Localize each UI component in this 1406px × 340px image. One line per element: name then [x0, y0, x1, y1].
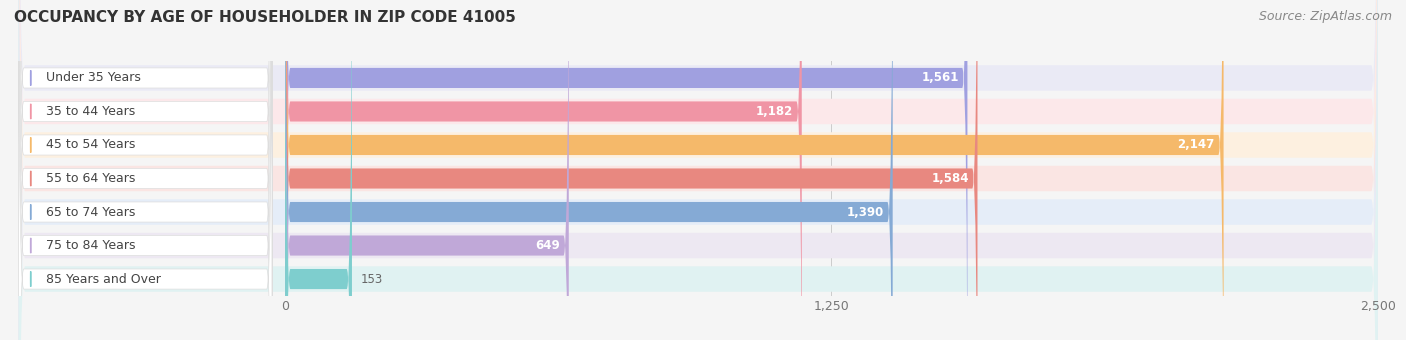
Text: 55 to 64 Years: 55 to 64 Years: [46, 172, 135, 185]
Text: 1,182: 1,182: [756, 105, 793, 118]
FancyBboxPatch shape: [18, 0, 271, 340]
Text: 1,584: 1,584: [931, 172, 969, 185]
FancyBboxPatch shape: [18, 0, 1378, 340]
FancyBboxPatch shape: [18, 0, 1378, 340]
FancyBboxPatch shape: [285, 0, 967, 340]
FancyBboxPatch shape: [18, 0, 1378, 340]
FancyBboxPatch shape: [18, 0, 1378, 340]
Text: 65 to 74 Years: 65 to 74 Years: [46, 205, 135, 219]
Text: 75 to 84 Years: 75 to 84 Years: [46, 239, 135, 252]
FancyBboxPatch shape: [285, 0, 801, 340]
FancyBboxPatch shape: [18, 0, 1378, 340]
FancyBboxPatch shape: [18, 0, 271, 340]
Text: 649: 649: [536, 239, 560, 252]
FancyBboxPatch shape: [18, 0, 271, 340]
FancyBboxPatch shape: [285, 0, 1223, 340]
FancyBboxPatch shape: [18, 0, 271, 340]
FancyBboxPatch shape: [285, 0, 352, 340]
FancyBboxPatch shape: [285, 0, 569, 340]
Text: 1,561: 1,561: [921, 71, 959, 84]
Text: 153: 153: [361, 273, 382, 286]
FancyBboxPatch shape: [285, 0, 893, 340]
Text: 85 Years and Over: 85 Years and Over: [46, 273, 160, 286]
Text: 1,390: 1,390: [846, 205, 884, 219]
FancyBboxPatch shape: [18, 0, 1378, 340]
FancyBboxPatch shape: [18, 0, 1378, 340]
Text: 2,147: 2,147: [1178, 138, 1215, 152]
Text: 35 to 44 Years: 35 to 44 Years: [46, 105, 135, 118]
FancyBboxPatch shape: [18, 0, 271, 340]
FancyBboxPatch shape: [18, 0, 271, 340]
FancyBboxPatch shape: [285, 0, 977, 340]
Text: 45 to 54 Years: 45 to 54 Years: [46, 138, 135, 152]
FancyBboxPatch shape: [18, 0, 271, 340]
Text: OCCUPANCY BY AGE OF HOUSEHOLDER IN ZIP CODE 41005: OCCUPANCY BY AGE OF HOUSEHOLDER IN ZIP C…: [14, 10, 516, 25]
Text: Under 35 Years: Under 35 Years: [46, 71, 141, 84]
Text: Source: ZipAtlas.com: Source: ZipAtlas.com: [1258, 10, 1392, 23]
